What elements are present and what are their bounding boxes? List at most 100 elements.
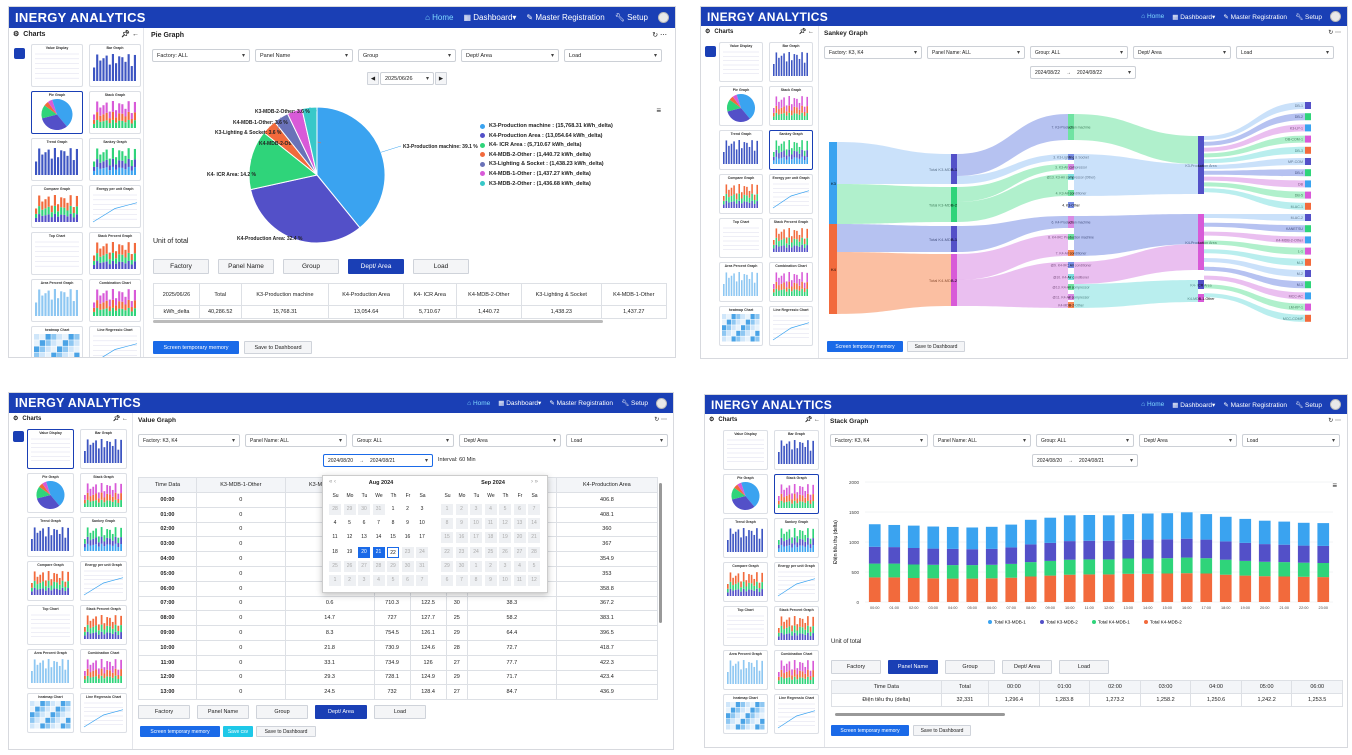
filter-0[interactable]: Factory: K3, K4 (824, 46, 922, 59)
stack-bar-segment[interactable] (1317, 577, 1330, 602)
stack-bar-segment[interactable] (1141, 513, 1154, 540)
stack-bar-segment[interactable] (1005, 577, 1018, 602)
sidebar-thumb-value-display[interactable]: Value Display (719, 42, 763, 82)
sankey-node[interactable] (1305, 146, 1311, 154)
stack-bar-segment[interactable] (985, 564, 998, 579)
calendar-day[interactable]: 29 (343, 504, 356, 515)
filter-0[interactable]: Factory: K3, K4 (138, 434, 240, 447)
calendar-next-icon[interactable]: › » (531, 479, 539, 485)
sankey-link[interactable] (1074, 214, 1198, 256)
save-dashboard-button[interactable]: Save to Dashboard (256, 726, 316, 737)
pin-icon[interactable]: 📌︎ ← (112, 416, 128, 422)
stack-bar-segment[interactable] (1180, 557, 1193, 574)
calendar-day[interactable]: 6 (513, 504, 526, 515)
legend-item[interactable]: K4-MDB-1-Other : (1,437.27 kWh_delta) (480, 171, 613, 177)
calendar-day[interactable]: 6 (441, 575, 453, 586)
calendar-day[interactable]: 8 (441, 518, 453, 530)
legend-item[interactable]: K4-Production Area : (13,054.64 kWh_delt… (480, 133, 613, 139)
stack-bar-segment[interactable] (1141, 539, 1154, 559)
stack-bar-segment[interactable] (946, 548, 959, 566)
calendar-day[interactable]: 21 (372, 546, 385, 558)
tab-group[interactable]: Group (945, 660, 995, 674)
calendar-day[interactable]: 1 (441, 504, 453, 515)
calendar-day[interactable]: 17 (470, 532, 482, 544)
stack-bar-segment[interactable] (1044, 542, 1057, 561)
calendar-day[interactable]: 15 (390, 534, 396, 541)
calendar-day[interactable]: 10 (499, 575, 511, 586)
legend-item[interactable]: K4- ICR Area : (5,710.67 kWh_delta) (480, 142, 613, 148)
refresh-icon[interactable]: ↻ ⋯ (1328, 418, 1341, 424)
stack-bar-segment[interactable] (1161, 573, 1174, 603)
sankey-node[interactable] (1068, 250, 1074, 256)
sidebar-thumb-heatmap-chart[interactable]: heatmap Chart (31, 326, 83, 357)
calendar-day[interactable]: 1 (329, 575, 341, 586)
sankey-node[interactable] (1068, 234, 1074, 240)
stack-bar-segment[interactable] (1239, 560, 1252, 576)
sankey-node[interactable] (1305, 303, 1311, 311)
calendar-day[interactable]: 25 (329, 560, 341, 572)
filter-0[interactable]: Factory: ALL (152, 49, 250, 62)
calendar-day[interactable]: 28 (372, 560, 385, 572)
gear-icon[interactable]: ⚙ (13, 416, 19, 422)
filter-4[interactable]: Load (566, 434, 668, 447)
calendar-day[interactable]: 10 (470, 518, 482, 530)
nav-setup-link[interactable]: 🔧︎ Setup (1294, 401, 1322, 409)
sankey-link[interactable] (957, 216, 1068, 252)
date-range-picker[interactable]: 2024/08/20 → 2024/08/21 (323, 454, 433, 467)
stack-bar-segment[interactable] (1200, 514, 1213, 540)
stack-bar-segment[interactable] (888, 547, 901, 564)
sankey-node[interactable] (951, 187, 957, 222)
avatar[interactable] (1330, 11, 1341, 22)
screen-memory-button[interactable]: Screen temporary memory (831, 725, 909, 736)
calendar-day[interactable]: 2 (455, 504, 468, 515)
calendar-day[interactable]: 27 (513, 546, 526, 558)
sankey-node[interactable] (1305, 135, 1311, 143)
calendar-day[interactable]: 30 (401, 560, 414, 572)
date-range-picker[interactable]: 2024/08/20 → 2024/08/21 (1032, 454, 1138, 467)
nav-home-link[interactable]: ⌂ Home (1141, 13, 1165, 20)
sankey-node[interactable] (1305, 191, 1311, 199)
calendar-day[interactable]: 12 (499, 518, 511, 530)
calendar-day[interactable]: 11 (332, 534, 338, 541)
sankey-node[interactable] (1198, 214, 1204, 270)
stack-bar-segment[interactable] (1083, 559, 1096, 575)
calendar-day[interactable]: 10 (419, 520, 425, 527)
sankey-node[interactable] (1305, 258, 1311, 266)
sidebar-thumb-line-regressio-chart[interactable]: Line Regressio Chart (774, 694, 819, 734)
stack-bar-segment[interactable] (1102, 540, 1115, 560)
nav-home-link[interactable]: ⌂ Home (1141, 401, 1165, 408)
stack-bar-segment[interactable] (1239, 575, 1252, 602)
sidebar-thumb-energy-per-unit-graph[interactable]: Energy per unit Graph (774, 562, 819, 602)
sankey-node[interactable] (1305, 169, 1311, 177)
sidebar-thumb-sankey-graph[interactable]: Sankey Graph (89, 138, 141, 181)
filter-0[interactable]: Factory: K3, K4 (830, 434, 928, 447)
sankey-link[interactable] (837, 184, 951, 224)
sidebar-thumb-combination-chart[interactable]: Combination Chart (769, 262, 813, 302)
calendar-day[interactable]: 17 (419, 534, 425, 541)
stack-bar-segment[interactable] (1083, 540, 1096, 560)
pin-icon[interactable]: 📌︎ ← (804, 417, 820, 423)
calendar-day[interactable]: 11 (513, 575, 526, 586)
sankey-link[interactable] (1204, 188, 1305, 210)
stack-bar-segment[interactable] (1200, 573, 1213, 603)
save-csv-button[interactable]: Save csv (223, 726, 253, 737)
calendar-day[interactable]: 3 (358, 575, 370, 586)
calendar-day[interactable]: 23 (455, 546, 468, 558)
stack-bar-segment[interactable] (1063, 559, 1076, 575)
calendar-day[interactable]: 2 (343, 575, 356, 586)
sankey-link[interactable] (957, 154, 1068, 184)
stack-bar-segment[interactable] (1102, 559, 1115, 575)
stack-bar-segment[interactable] (1180, 573, 1193, 602)
refresh-icon[interactable]: ↻ ⋯ (1328, 30, 1341, 36)
sankey-node[interactable] (1068, 164, 1074, 170)
filter-1[interactable]: Panel Name: ALL (933, 434, 1031, 447)
sankey-node[interactable] (1068, 174, 1074, 180)
stack-bar-segment[interactable] (1024, 576, 1037, 603)
gear-icon[interactable]: ⚙ (13, 31, 20, 38)
nav-master-link[interactable]: ✎ Master Registration (1223, 401, 1287, 409)
stack-bar-segment[interactable] (1258, 561, 1271, 577)
tab-load[interactable]: Load (374, 705, 426, 719)
sidebar-thumb-line-regressio-chart[interactable]: Line Regressio Chart (80, 693, 127, 733)
tab-dept-area[interactable]: Dept/ Area (315, 705, 367, 719)
sidebar-thumb-heatmap-chart[interactable]: heatmap Chart (719, 306, 763, 346)
